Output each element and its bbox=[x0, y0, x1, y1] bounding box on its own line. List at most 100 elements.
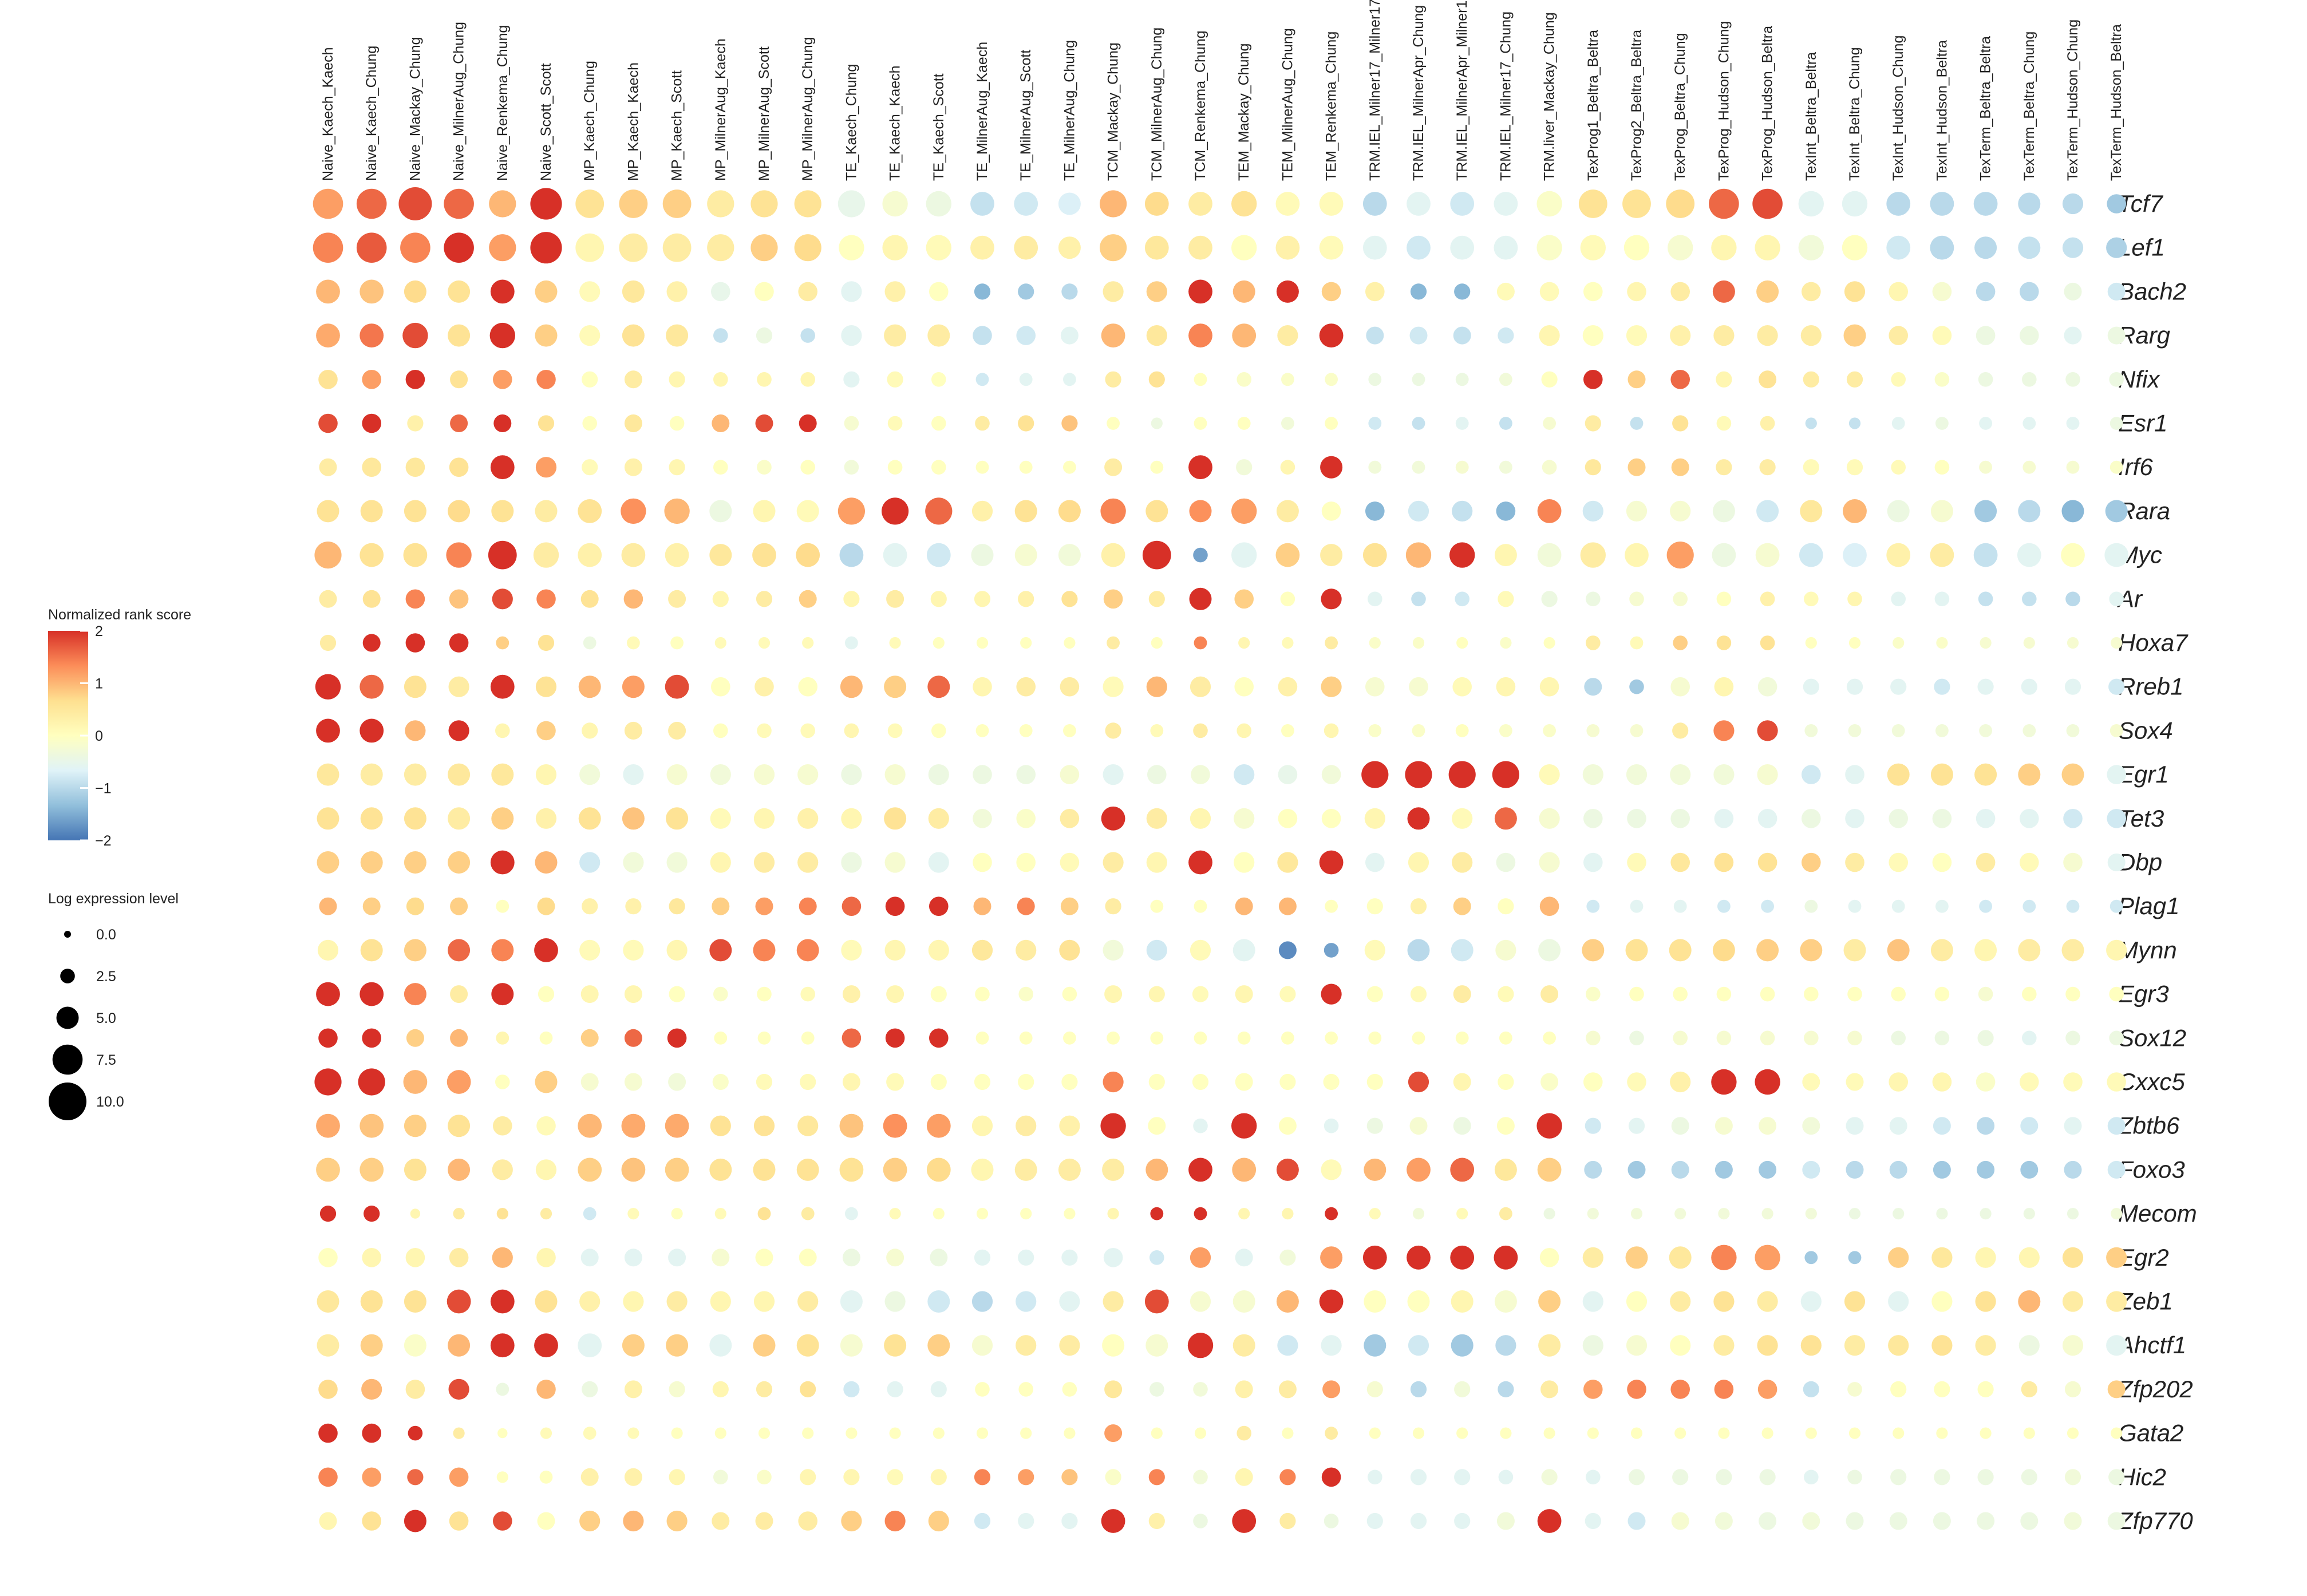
dot bbox=[404, 939, 426, 962]
dot bbox=[2022, 724, 2036, 737]
dot bbox=[1932, 282, 1952, 302]
dot bbox=[1623, 235, 1650, 260]
dot bbox=[539, 1031, 553, 1045]
dot bbox=[318, 1467, 338, 1487]
dot bbox=[1935, 724, 1949, 737]
dot bbox=[1584, 678, 1602, 696]
dot bbox=[1845, 852, 1864, 872]
dot bbox=[1933, 1512, 1951, 1530]
dot bbox=[1627, 1160, 1646, 1179]
dot bbox=[1364, 939, 1385, 961]
column-label: TexTerm_Beltra_Beltra bbox=[1978, 36, 1994, 181]
dot bbox=[536, 370, 556, 389]
dot bbox=[1932, 1072, 1952, 1092]
dot bbox=[2062, 1291, 2084, 1312]
dot bbox=[1716, 635, 1732, 650]
dot bbox=[360, 323, 384, 347]
dot bbox=[578, 1333, 602, 1358]
dot bbox=[887, 1469, 903, 1486]
dot bbox=[495, 1074, 510, 1089]
dot bbox=[885, 896, 905, 916]
dot bbox=[1368, 724, 1382, 737]
dot bbox=[1234, 852, 1255, 873]
dot bbox=[662, 233, 692, 262]
dot bbox=[621, 543, 646, 567]
dot bbox=[1848, 417, 1861, 429]
dot bbox=[1016, 677, 1036, 697]
dot bbox=[1144, 235, 1169, 260]
dot bbox=[1539, 282, 1559, 302]
dot bbox=[407, 1469, 424, 1486]
dot bbox=[666, 1291, 688, 1312]
dot bbox=[842, 1249, 860, 1267]
dot bbox=[1847, 591, 1862, 607]
dot bbox=[2065, 372, 2080, 387]
dot bbox=[2022, 372, 2037, 387]
dot bbox=[931, 372, 946, 387]
dot bbox=[1366, 1117, 1383, 1134]
dot bbox=[933, 1208, 945, 1220]
dot bbox=[1628, 1469, 1645, 1486]
dot bbox=[976, 1427, 989, 1439]
dot bbox=[1407, 235, 1431, 260]
dot bbox=[2106, 1335, 2127, 1356]
dot bbox=[1714, 677, 1734, 697]
dot bbox=[1452, 500, 1473, 522]
dot bbox=[1759, 370, 1777, 389]
dot bbox=[360, 982, 384, 1006]
dot bbox=[1368, 591, 1382, 607]
dot bbox=[887, 723, 903, 738]
dot bbox=[928, 808, 949, 829]
dot bbox=[1930, 192, 1954, 216]
dot bbox=[927, 1290, 950, 1313]
dot bbox=[1061, 1073, 1078, 1091]
dot bbox=[362, 897, 381, 915]
dot bbox=[448, 1115, 471, 1137]
dot bbox=[1802, 1512, 1820, 1530]
dot bbox=[973, 765, 992, 784]
dot bbox=[931, 723, 946, 738]
dot bbox=[316, 1158, 340, 1182]
dot bbox=[1281, 373, 1294, 386]
dot bbox=[1543, 1427, 1555, 1439]
dot bbox=[925, 497, 953, 525]
dot bbox=[712, 414, 730, 432]
dot bbox=[1365, 501, 1385, 521]
dot bbox=[798, 282, 817, 302]
dot bbox=[796, 939, 819, 962]
dot bbox=[1674, 1208, 1686, 1220]
dot bbox=[1802, 765, 1821, 784]
dot bbox=[1543, 724, 1557, 737]
row-label: Rarg bbox=[2118, 322, 2170, 349]
dot bbox=[1103, 676, 1124, 697]
dot bbox=[1282, 1208, 1294, 1220]
dot bbox=[1979, 417, 1993, 430]
dot bbox=[974, 591, 991, 607]
dot bbox=[756, 591, 773, 607]
dot bbox=[1932, 852, 1952, 872]
dot bbox=[1014, 192, 1038, 216]
dot bbox=[796, 500, 819, 523]
dot bbox=[1977, 1030, 1994, 1046]
column-label: Naive_Kaech_Chung bbox=[364, 46, 380, 181]
dot bbox=[317, 500, 339, 523]
row-label: Foxo3 bbox=[2118, 1156, 2185, 1183]
dot bbox=[973, 326, 992, 345]
dot bbox=[801, 1207, 815, 1220]
dot bbox=[1802, 1117, 1820, 1135]
dot bbox=[2109, 591, 2124, 607]
dot bbox=[757, 460, 772, 475]
dot bbox=[882, 191, 908, 217]
dot bbox=[1059, 1335, 1080, 1356]
dot bbox=[1715, 1512, 1733, 1530]
dot bbox=[1930, 543, 1954, 567]
dot bbox=[1848, 1251, 1862, 1265]
column-label: TCM_Renkema_Chung bbox=[1192, 30, 1208, 181]
dot bbox=[971, 1335, 993, 1356]
dot bbox=[1455, 1031, 1469, 1045]
dot bbox=[1369, 637, 1381, 649]
dot bbox=[1936, 1427, 1948, 1439]
dot bbox=[624, 1073, 642, 1091]
dot bbox=[1934, 986, 1950, 1002]
dot bbox=[1930, 939, 1953, 962]
